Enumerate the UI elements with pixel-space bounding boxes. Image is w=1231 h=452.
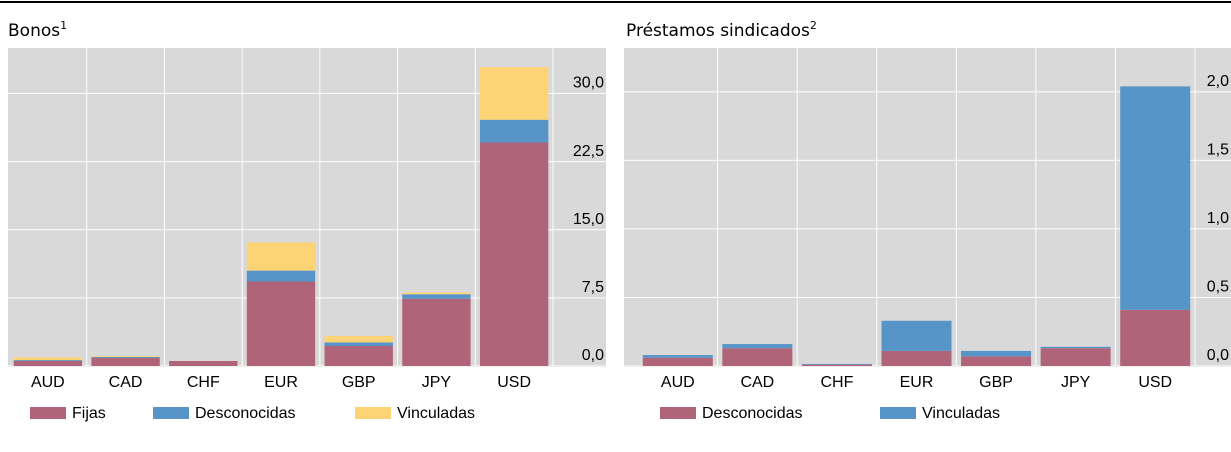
- legend-swatch: [660, 407, 696, 419]
- legend-label: Fijas: [72, 405, 106, 422]
- y-tick-label: 7,5: [582, 279, 604, 296]
- bar-segment: [881, 350, 952, 366]
- bar-segment: [642, 357, 713, 366]
- bar-segment: [402, 298, 471, 366]
- x-tick-label: CHF: [820, 374, 853, 391]
- y-tick-label: 1,5: [1207, 142, 1229, 159]
- bar-segment: [1120, 309, 1191, 366]
- bar-segment: [91, 357, 160, 366]
- y-tick-label: 0,0: [1207, 347, 1229, 364]
- legend-label: Desconocidas: [195, 405, 296, 422]
- bar-segment: [881, 320, 952, 351]
- bar-segment: [324, 342, 393, 347]
- bar-segment: [324, 336, 393, 343]
- x-tick-label: CAD: [109, 374, 143, 391]
- bar-segment: [961, 350, 1032, 357]
- bar-segment: [246, 281, 316, 366]
- x-tick-label: JPY: [422, 374, 452, 391]
- bar-segment: [722, 344, 793, 349]
- legend-label: Desconocidas: [702, 405, 803, 422]
- bar-segment: [961, 356, 1032, 366]
- bar-segment: [246, 242, 316, 271]
- bar-segment: [801, 363, 872, 365]
- x-tick-label: AUD: [661, 374, 695, 391]
- x-tick-label: EUR: [900, 374, 934, 391]
- legend-swatch: [153, 407, 189, 419]
- title-text: Bonos: [8, 21, 60, 41]
- y-tick-label: 0,0: [582, 347, 604, 364]
- x-tick-label: GBP: [342, 374, 376, 391]
- title-note: 1: [60, 19, 67, 32]
- bar-segment: [324, 346, 393, 366]
- bar-segment: [479, 142, 549, 366]
- x-tick-label: EUR: [264, 374, 298, 391]
- bar-segment: [479, 67, 549, 120]
- title-note: 2: [810, 19, 817, 32]
- x-tick-label: GBP: [979, 374, 1013, 391]
- bar-segment: [91, 356, 160, 358]
- x-tick-label: JPY: [1061, 374, 1091, 391]
- chart-title: Bonos1: [8, 19, 67, 41]
- x-tick-label: USD: [497, 374, 531, 391]
- y-tick-label: 22,5: [573, 143, 604, 160]
- bar-segment: [801, 364, 872, 366]
- bar-segment: [91, 356, 160, 357]
- chart-title: Préstamos sindicados2: [626, 19, 817, 41]
- bar-segment: [13, 357, 83, 361]
- y-tick-label: 1,0: [1207, 210, 1229, 227]
- bar-segment: [1040, 348, 1111, 366]
- legend-swatch: [880, 407, 916, 419]
- x-tick-label: CHF: [187, 374, 220, 391]
- bar-segment: [722, 348, 793, 366]
- bar-segment: [1120, 86, 1191, 310]
- legend-swatch: [30, 407, 66, 419]
- y-tick-label: 30,0: [573, 75, 604, 92]
- bar-segment: [402, 294, 471, 299]
- bar-segment: [13, 360, 83, 362]
- bar-segment: [402, 292, 471, 295]
- bar-segment: [13, 361, 83, 366]
- bar-segment: [246, 270, 316, 282]
- x-tick-label: AUD: [31, 374, 65, 391]
- y-tick-label: 2,0: [1207, 73, 1229, 90]
- legend-swatch: [355, 407, 391, 419]
- legend-label: Vinculadas: [397, 405, 475, 422]
- bar-segment: [1040, 346, 1111, 349]
- x-tick-label: USD: [1138, 374, 1172, 391]
- legend-label: Vinculadas: [922, 405, 1000, 422]
- bar-segment: [642, 355, 713, 358]
- bar-segment: [479, 119, 549, 143]
- y-tick-label: 0,5: [1207, 279, 1229, 296]
- title-text: Préstamos sindicados: [626, 21, 810, 41]
- y-tick-label: 15,0: [573, 211, 604, 228]
- x-tick-label: CAD: [740, 374, 774, 391]
- bar-segment: [169, 361, 238, 366]
